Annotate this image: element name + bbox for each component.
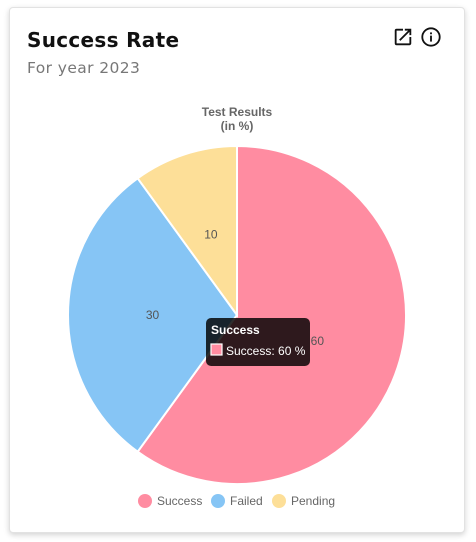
- pie-slice-value-label: 30: [146, 308, 160, 322]
- legend-label: Failed: [230, 494, 263, 508]
- legend-item-pending[interactable]: Pending: [272, 494, 335, 508]
- legend-swatch: [211, 494, 225, 508]
- pie-slice-pending[interactable]: [136, 144, 238, 319]
- pie-slice-value-label: 60: [311, 334, 325, 348]
- legend-swatch: [272, 494, 286, 508]
- legend-item-failed[interactable]: Failed: [211, 494, 263, 508]
- chart-tooltip: Success Success: 60 %: [206, 318, 310, 366]
- chart-legend: Success Failed Pending: [138, 494, 335, 508]
- open-in-new-icon[interactable]: [392, 26, 414, 48]
- chart-title-line-2: (in %): [221, 119, 254, 133]
- tooltip-label: Success: 60 %: [226, 344, 306, 358]
- card-subtitle: For year 2023: [27, 59, 141, 77]
- legend-label: Success: [157, 494, 202, 508]
- chart-title-line-1: Test Results: [202, 105, 273, 119]
- pie-slice-success[interactable]: [136, 144, 407, 485]
- legend-label: Pending: [291, 494, 335, 508]
- pie-slice-failed[interactable]: [67, 176, 239, 454]
- pie-slice-labels: 60 30 10: [146, 228, 325, 348]
- legend-swatch: [138, 494, 152, 508]
- tooltip-title: Success: [211, 323, 260, 337]
- pie-slices: [67, 144, 407, 485]
- tooltip-color-swatch: [210, 343, 223, 356]
- info-icon[interactable]: [420, 26, 442, 48]
- pie-slice-value-label: 10: [204, 228, 218, 242]
- legend-item-success[interactable]: Success: [138, 494, 202, 508]
- card-title: Success Rate: [27, 28, 180, 52]
